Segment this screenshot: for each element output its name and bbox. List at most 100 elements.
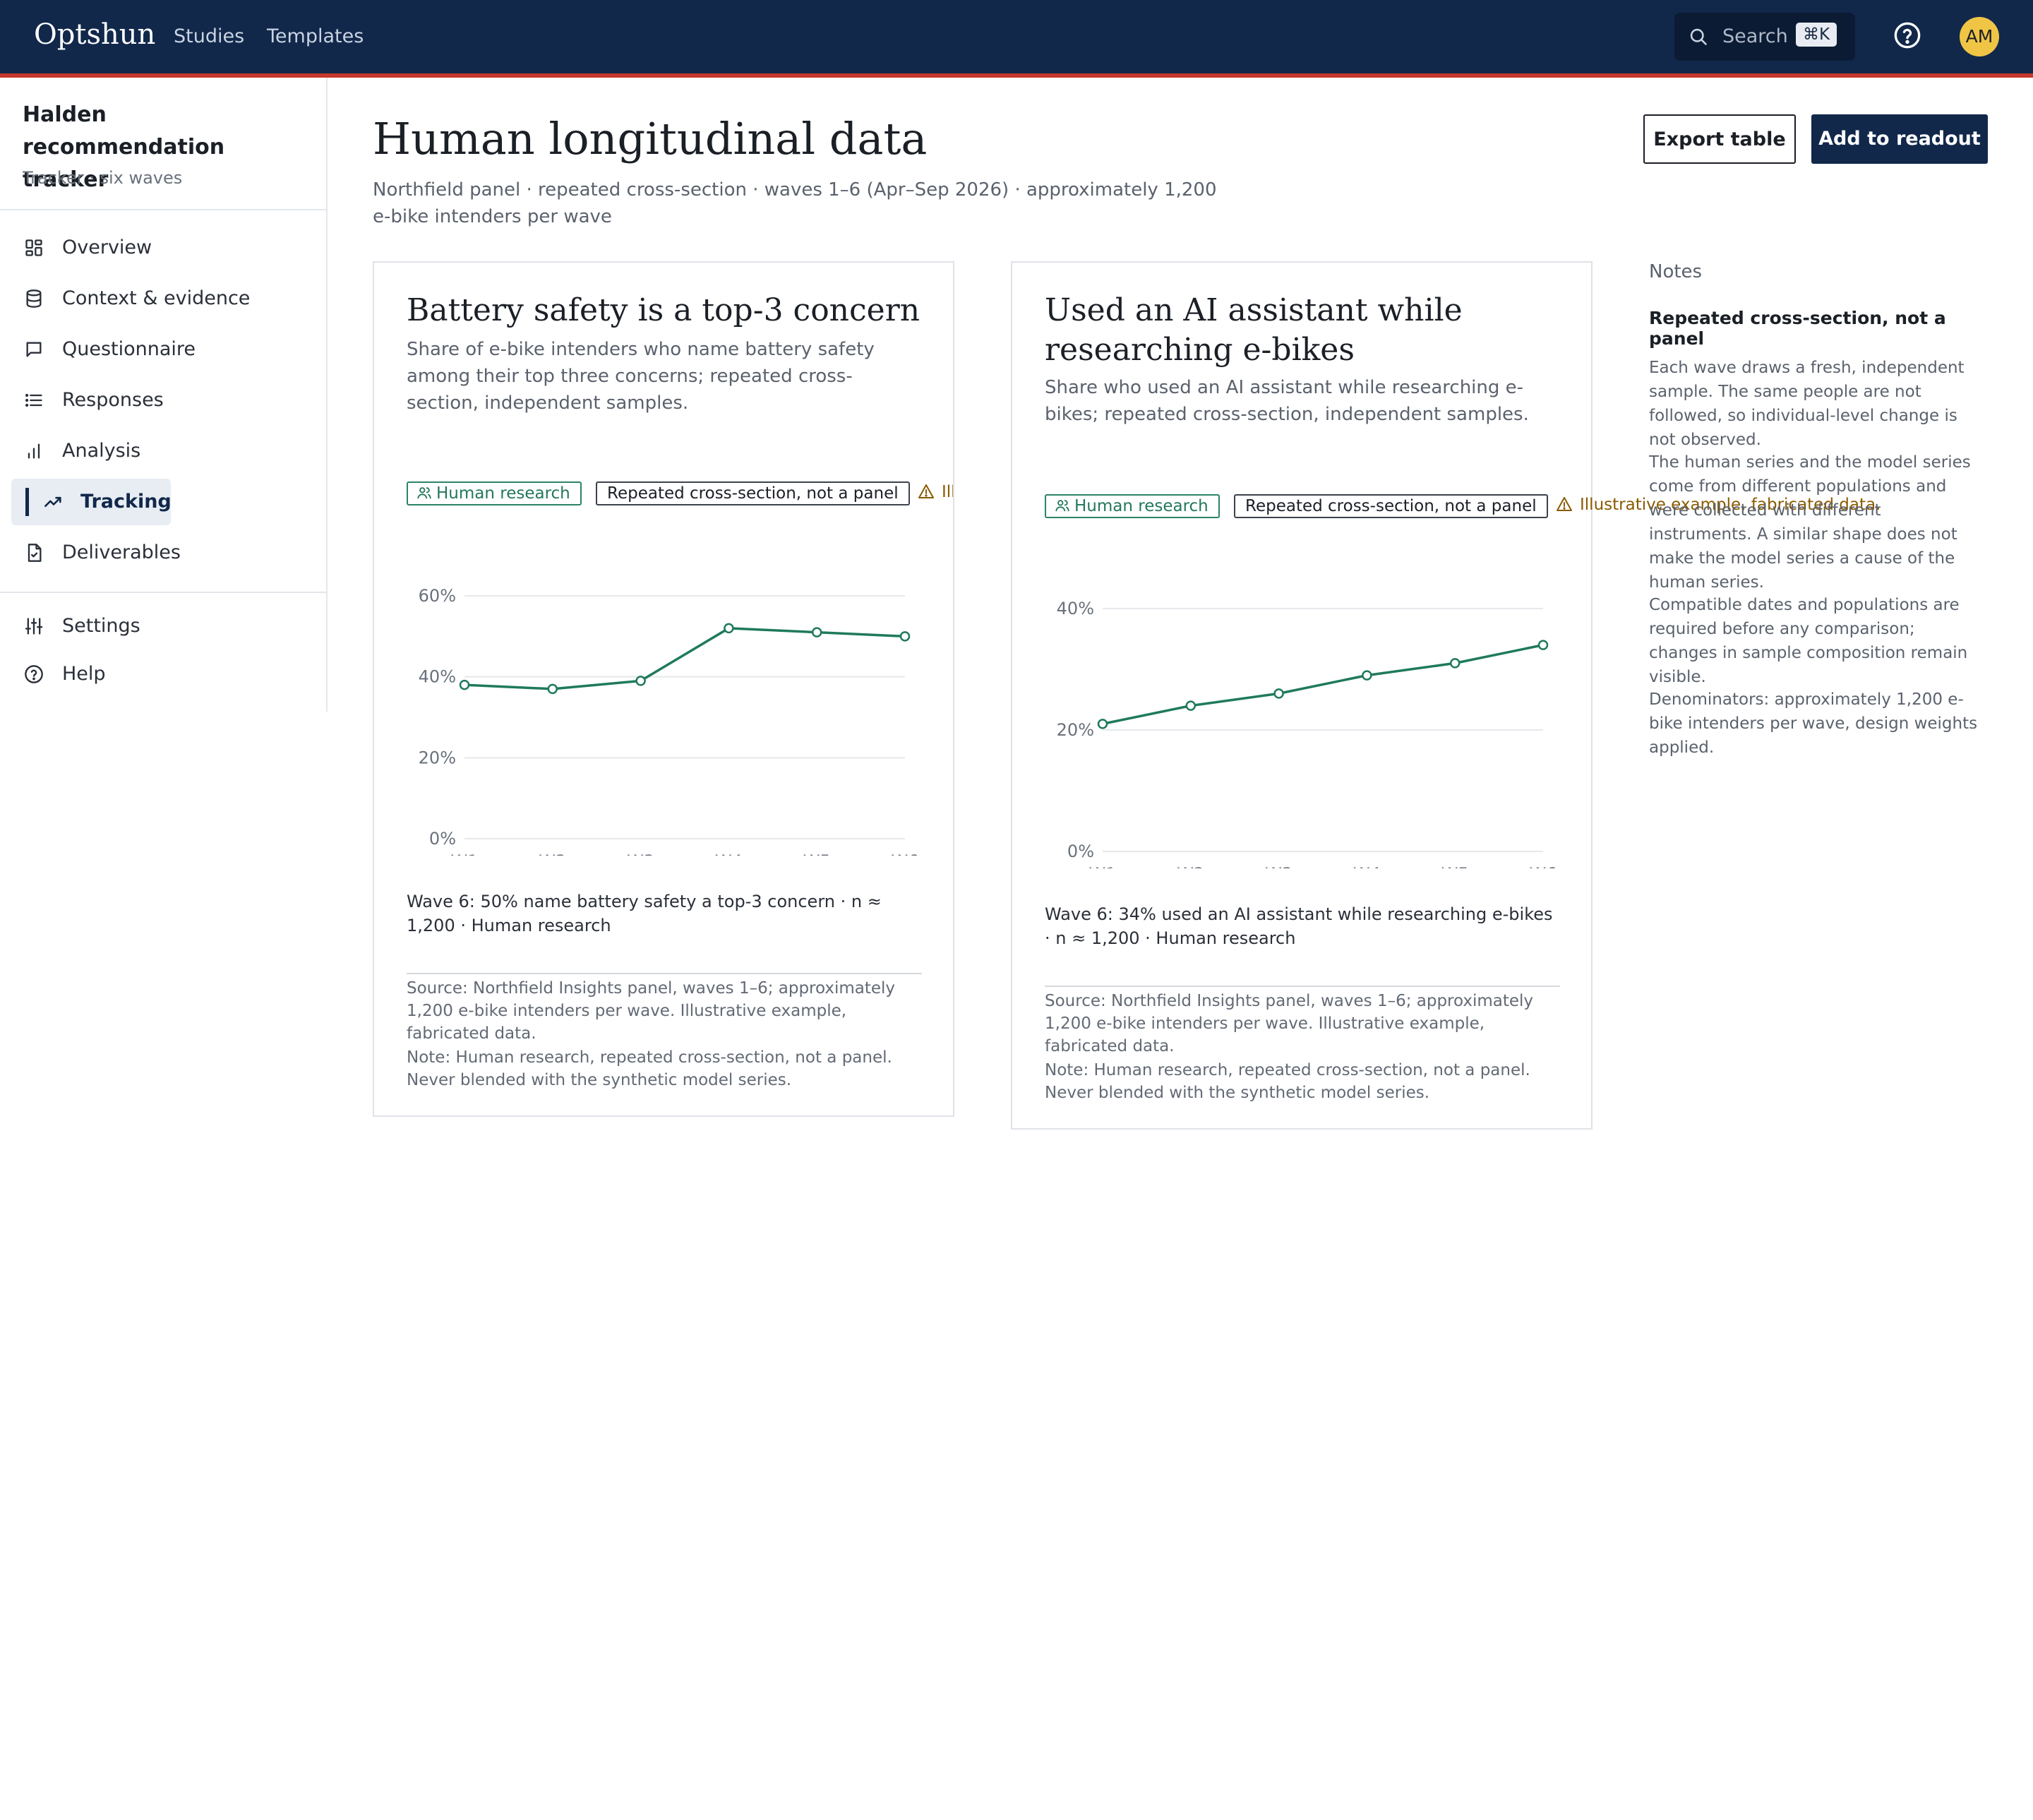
- sidebar-item-deliverables[interactable]: Deliverables: [11, 529, 181, 576]
- sidebar-item-label: Analysis: [62, 440, 141, 462]
- data-point: [811, 627, 822, 637]
- warning-text: Illustrative example, fabricated data.: [942, 483, 953, 501]
- list-icon: [25, 393, 42, 407]
- x-tick-label: W3: [627, 851, 654, 856]
- sidebar-item-label: Responses: [62, 389, 164, 411]
- sidebar-item-tracking[interactable]: Tracking: [11, 479, 172, 525]
- x-tick-label: W1: [451, 851, 479, 856]
- design-chip: Repeated cross-section, not a panel: [1234, 494, 1548, 518]
- warning-chip: Illustrative example, fabricated data.: [1556, 494, 1881, 518]
- sidebar-item-label: Deliverables: [62, 541, 181, 563]
- data-point: [899, 631, 911, 642]
- avatar[interactable]: AM: [1960, 17, 1999, 56]
- source-note: Source: Northfield Insights panel, waves…: [407, 979, 896, 1043]
- y-tick-label: 40%: [419, 667, 456, 687]
- card-divider: [407, 973, 922, 974]
- help-icon: [25, 665, 43, 683]
- sliders-icon: [25, 618, 43, 635]
- y-tick-label: 20%: [419, 748, 456, 767]
- y-tick-label: 0%: [429, 829, 456, 849]
- project-subtitle: Tracker · six waves: [23, 168, 183, 188]
- data-point: [459, 679, 470, 690]
- sidebar-item-context[interactable]: Context & evidence: [11, 275, 250, 322]
- search-box[interactable]: Search ⌘K: [1674, 13, 1855, 61]
- series-line: [464, 627, 906, 690]
- page-title: Human longitudinal data: [373, 113, 928, 164]
- sidebar-item-label: Context & evidence: [62, 287, 251, 309]
- sidebar-item-label: Settings: [62, 615, 140, 637]
- sidebar: Halden recommendation tracker Tracker · …: [0, 78, 328, 712]
- series-line: [1102, 643, 1544, 726]
- sidebar-item-responses[interactable]: Responses: [11, 377, 171, 424]
- data-point: [724, 623, 734, 634]
- sidebar-divider: [0, 592, 326, 593]
- data-point: [1273, 688, 1284, 699]
- active-indicator: [25, 488, 29, 516]
- search-label: Search: [1722, 25, 1788, 47]
- chart-card-battery-safety: Battery safety is a top-3 concern Share …: [373, 261, 954, 1117]
- wave-summary: Wave 6: 50% name battery safety a top-3 …: [407, 892, 882, 935]
- chip-label: Human research: [436, 484, 570, 503]
- warning-icon: [1557, 497, 1572, 511]
- sidebar-item-label: Questionnaire: [62, 338, 196, 360]
- notes-paragraph: Each wave draws a fresh, independent sam…: [1649, 359, 1965, 449]
- dashboard-icon: [25, 239, 42, 256]
- file-check-icon: [28, 544, 42, 562]
- database-icon: [26, 289, 42, 308]
- notes-heading: Notes: [1649, 261, 1703, 282]
- x-tick-label: W5: [803, 851, 831, 856]
- data-point: [635, 676, 646, 686]
- card-title: Used an AI assistant while researching e…: [1045, 292, 1463, 368]
- nav-templates[interactable]: Templates: [267, 25, 364, 47]
- human-research-chip: Human research: [407, 481, 582, 505]
- ai-assistant-line-chart: 0% 20% 40% W1 W2 W3 W4 W5 W6: [1057, 599, 1557, 868]
- card-description: Share of e-bike intenders who name batte…: [407, 339, 875, 414]
- x-tick-label: W4: [715, 851, 743, 856]
- sidebar-item-label: Overview: [62, 237, 152, 258]
- help-icon[interactable]: [1893, 21, 1921, 49]
- brand-logo[interactable]: Optshun: [34, 18, 156, 51]
- users-icon: [1055, 500, 1069, 512]
- sidebar-item-label: Tracking: [80, 491, 172, 513]
- x-tick-label: W5: [1441, 864, 1469, 868]
- project-title: Halden recommendation tracker: [23, 102, 225, 192]
- sidebar-divider: [0, 209, 326, 210]
- top-bar: Optshun Studies Templates Search ⌘K AM: [0, 0, 2033, 78]
- warning-clip: Illustrative example, fabricated data.: [918, 477, 953, 510]
- data-point: [1449, 658, 1461, 669]
- card-divider: [1045, 986, 1560, 987]
- x-tick-label: W6: [892, 851, 919, 856]
- nav-studies[interactable]: Studies: [174, 25, 245, 47]
- card-description: Share who used an AI assistant while res…: [1045, 377, 1529, 425]
- y-tick-label: 0%: [1067, 842, 1094, 861]
- page-subtitle: Northfield panel · repeated cross-sectio…: [373, 179, 1217, 227]
- notes-title: Repeated cross-section, not a panel: [1649, 308, 1946, 349]
- notes-paragraph: Denominators: approximately 1,200 e-bike…: [1649, 690, 1978, 757]
- data-point: [1097, 719, 1108, 729]
- search-shortcut: ⌘K: [1796, 23, 1837, 47]
- x-tick-label: W2: [539, 851, 566, 856]
- y-tick-label: 40%: [1057, 599, 1094, 618]
- chip-label: Human research: [1074, 497, 1209, 515]
- sidebar-item-overview[interactable]: Overview: [11, 224, 171, 271]
- x-tick-label: W3: [1265, 864, 1293, 868]
- chat-icon: [26, 342, 42, 357]
- card-title: Battery safety is a top-3 concern: [407, 292, 920, 328]
- notes-paragraph: The human series and the model series co…: [1649, 453, 1971, 592]
- export-table-button[interactable]: Export table: [1643, 114, 1796, 164]
- sidebar-item-settings[interactable]: Settings: [11, 603, 171, 649]
- data-point: [547, 683, 558, 695]
- source-note: Source: Northfield Insights panel, waves…: [1045, 992, 1534, 1055]
- data-point: [1185, 700, 1197, 711]
- notes-paragraph: Compatible dates and populations are req…: [1649, 596, 1968, 686]
- sidebar-item-questionnaire[interactable]: Questionnaire: [11, 326, 196, 373]
- warning-chip: Illustrative example, fabricated data.: [918, 481, 953, 505]
- data-point: [1537, 640, 1549, 650]
- x-tick-label: W2: [1177, 864, 1204, 868]
- sidebar-item-analysis[interactable]: Analysis: [11, 428, 171, 474]
- x-tick-label: W1: [1089, 864, 1117, 868]
- chart-card-ai-assistant: Used an AI assistant while researching e…: [1011, 261, 1881, 1130]
- add-to-readout-button[interactable]: Add to readout: [1811, 114, 1988, 164]
- method-note: Note: Human research, repeated cross-sec…: [1045, 1061, 1530, 1102]
- sidebar-item-help[interactable]: Help: [11, 651, 171, 698]
